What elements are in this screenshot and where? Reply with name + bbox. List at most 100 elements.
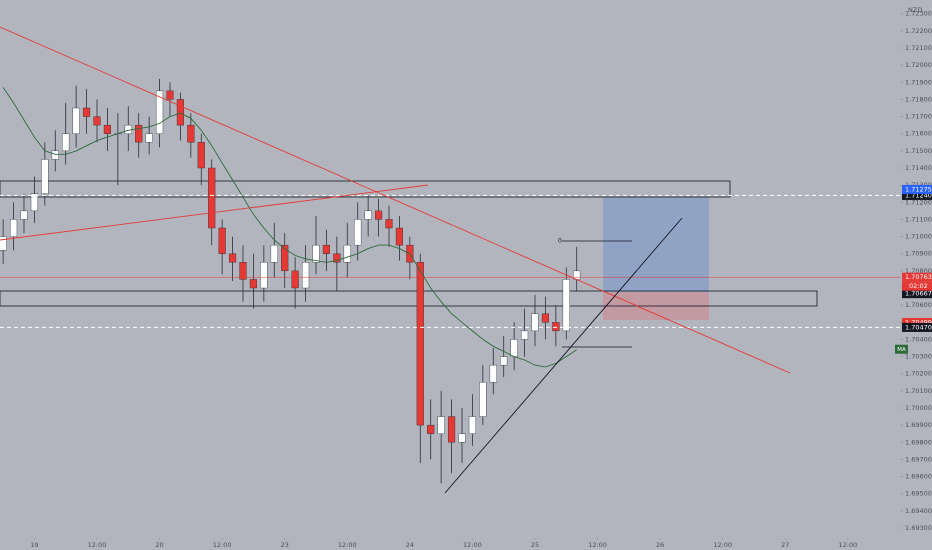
x-tick-label: 20 (155, 541, 163, 549)
candle-body (166, 90, 174, 100)
y-tick-label: 1.69700 (905, 455, 932, 463)
resistance-zone (0, 180, 731, 198)
candle-body (155, 90, 164, 134)
candle-body (281, 244, 289, 272)
x-tick-label: 27 (781, 541, 789, 549)
candle-body (239, 262, 247, 280)
y-tick-label: 1.70200 (905, 370, 932, 378)
candle-body (531, 313, 539, 332)
y-tick-label: 1.69500 (905, 490, 932, 498)
y-tick-label: 1.71700 (905, 113, 932, 121)
candle-body (416, 262, 424, 426)
candle-body (301, 262, 310, 289)
price-tag (902, 184, 932, 194)
y-tick-label: 1.69400 (905, 507, 932, 515)
y-tick-label: 1.71500 (905, 147, 932, 155)
candle-body (447, 416, 456, 443)
candle-body (291, 270, 299, 289)
x-tick-label: 12:00 (88, 541, 107, 549)
x-tick-label: 24 (406, 541, 414, 549)
trend-line (0, 184, 429, 241)
candle-body (228, 253, 237, 263)
countdown-tag (902, 281, 932, 291)
candle-body (218, 227, 226, 254)
countdown-label: 02:02 (909, 282, 928, 290)
candle-body (124, 124, 132, 134)
price-tag-label: 1.70667 (905, 290, 932, 298)
y-tick-label: 1.69800 (905, 438, 932, 446)
y-tick-label: 1.71600 (905, 130, 932, 138)
candle-body (312, 244, 320, 263)
price-tag (902, 190, 932, 200)
candle-body (197, 142, 205, 169)
trend-line (0, 26, 791, 374)
candle-body (510, 339, 518, 357)
candle-body (333, 253, 341, 263)
candle-body (343, 244, 351, 263)
x-tick-label: 12:00 (338, 541, 357, 549)
candle-body (82, 107, 91, 117)
candle-body (385, 219, 393, 229)
candle-body (51, 150, 59, 160)
x-tick-label: 19 (30, 541, 38, 549)
candle-body (145, 133, 153, 143)
price-tag (902, 289, 932, 299)
candle-body (374, 210, 383, 220)
candle-body (0, 236, 7, 251)
price-tag (902, 322, 932, 332)
y-tick-label: 1.69300 (905, 524, 932, 532)
candle-body (93, 116, 101, 126)
y-tick-label: 1.71400 (905, 164, 932, 172)
x-tick-label: 23 (281, 541, 289, 549)
y-tick-label: 1.70900 (905, 250, 932, 258)
ma-tag (895, 344, 908, 354)
candle-body (30, 193, 39, 212)
y-tick-label: 1.71100 (905, 215, 932, 223)
price-tag-label: 1.70470 (905, 323, 932, 331)
candle-body (489, 364, 497, 383)
y-tick-label: 1.71000 (905, 233, 932, 241)
price-tag (902, 317, 932, 327)
moving-average (2, 87, 577, 368)
y-tick-label: 1.70600 (905, 301, 932, 309)
price-tag-label: 1.71275 (905, 185, 932, 193)
candle-body (249, 279, 258, 289)
candle-body (9, 219, 18, 237)
candle-body (41, 159, 49, 194)
y-tick-label: 1.70000 (905, 404, 932, 412)
price-tag-label: 1.71240 (905, 191, 932, 199)
candle-body (395, 227, 404, 246)
y-tick-label: 1.72100 (905, 44, 932, 52)
candle-body (437, 416, 445, 434)
candle-body (500, 356, 508, 366)
candle-body (562, 279, 570, 332)
candle-body (468, 416, 477, 434)
candle-body (62, 133, 70, 152)
x-tick-label: 12:00 (713, 541, 732, 549)
position-profit-zone (603, 197, 709, 292)
candle-body (479, 382, 487, 417)
price-tag-label: 1.70763 (905, 273, 932, 281)
y-tick-label: 1.69900 (905, 421, 932, 429)
y-tick-label: 1.70400 (905, 335, 932, 343)
candle-body (541, 313, 550, 323)
candle-body (552, 322, 560, 332)
candle-body (458, 433, 466, 443)
candle-body (135, 124, 143, 143)
x-tick-label: 12:00 (213, 541, 232, 549)
x-tick-label: 26 (656, 541, 664, 549)
candle-body (322, 244, 331, 254)
y-tick-label: 1.72300 (905, 10, 932, 18)
currency-label: NZD (908, 6, 922, 14)
candle-body (270, 244, 278, 263)
candle-body (260, 262, 268, 289)
y-tick-label: 1.70100 (905, 387, 932, 395)
y-tick-label: 1.72000 (905, 61, 932, 69)
y-tick-label: 1.70800 (905, 267, 932, 275)
price-tag-label: 1.70499 (905, 318, 932, 326)
candle-body (520, 330, 529, 340)
x-tick-label: 12:00 (838, 541, 857, 549)
support-zone (0, 290, 818, 307)
